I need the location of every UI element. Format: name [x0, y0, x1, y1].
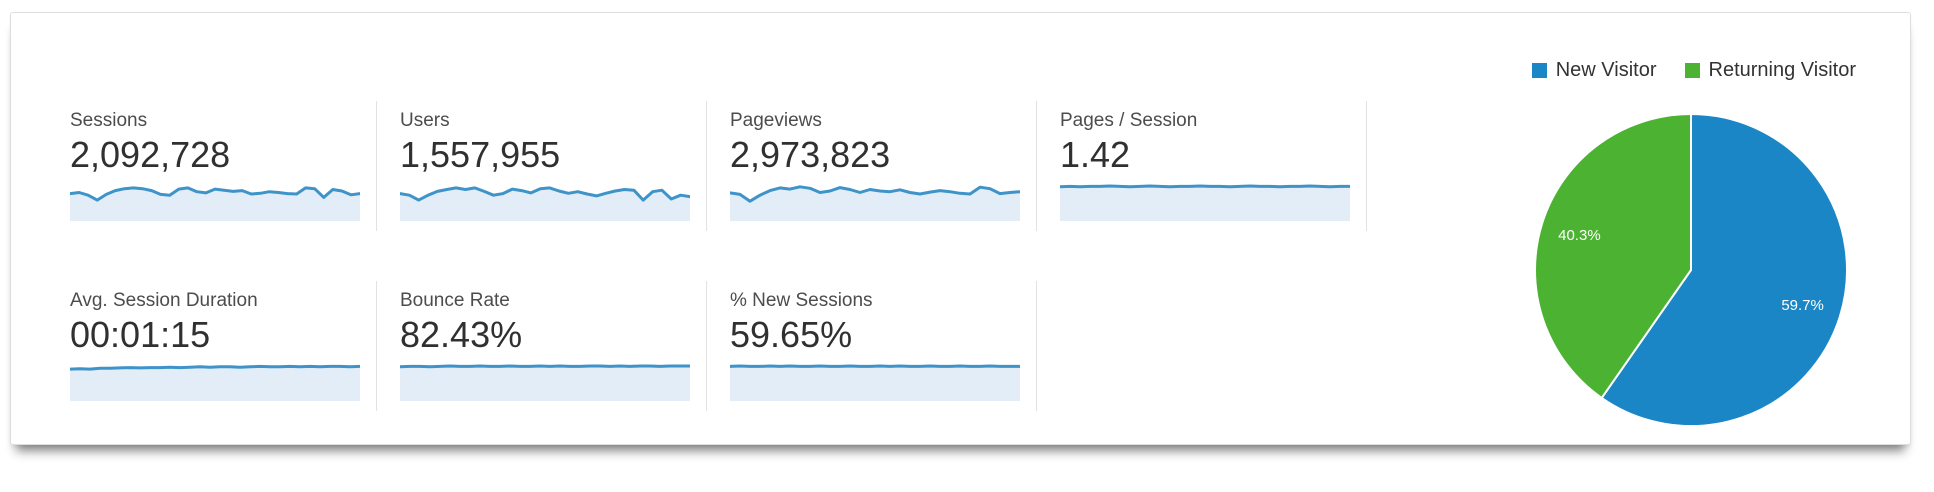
- empty-grid-cell: [1037, 281, 1367, 411]
- metric-card-users[interactable]: Users 1,557,955: [377, 101, 707, 231]
- metric-value: 82.43%: [400, 314, 523, 355]
- metric-label: Bounce Rate: [400, 290, 510, 311]
- metric-label: Pageviews: [730, 110, 822, 131]
- metric-card-avg-session-duration[interactable]: Avg. Session Duration 00:01:15: [47, 281, 377, 411]
- metric-card-pageviews[interactable]: Pageviews 2,973,823: [707, 101, 1037, 231]
- pages-per-session-sparkline-chart: [1060, 184, 1350, 221]
- metric-label: % New Sessions: [730, 290, 873, 311]
- metric-label: Pages / Session: [1060, 110, 1198, 131]
- bounce-rate-sparkline-chart: [400, 364, 690, 401]
- metric-card-bounce-rate[interactable]: Bounce Rate 82.43%: [377, 281, 707, 411]
- metric-value: 1.42: [1060, 134, 1131, 175]
- new-visitor-swatch-icon: [1531, 63, 1547, 78]
- pie-legend: New Visitor Returning Visitor: [1531, 59, 1856, 82]
- metric-value: 1,557,955: [400, 134, 561, 175]
- avg-session-duration-sparkline-chart: [70, 364, 360, 401]
- visitor-type-pie-chart[interactable]: 59.7% 40.3%: [1526, 105, 1856, 435]
- metric-label: Avg. Session Duration: [70, 290, 258, 311]
- pie-slice-returning-visitor[interactable]: [1534, 113, 1692, 399]
- legend-item-new-visitor[interactable]: New Visitor: [1531, 59, 1657, 82]
- metric-value: 59.65%: [730, 314, 853, 355]
- metric-value: 2,092,728: [70, 134, 231, 175]
- metric-value: 2,973,823: [730, 134, 891, 175]
- legend-item-returning-visitor[interactable]: Returning Visitor: [1684, 59, 1856, 82]
- metric-card-percent-new-sessions[interactable]: % New Sessions 59.65%: [707, 281, 1037, 411]
- metric-card-sessions[interactable]: Sessions 2,092,728: [47, 101, 377, 231]
- metric-label: Users: [400, 110, 450, 131]
- analytics-overview-panel: Sessions 2,092,728 Users 1,557,955 Pagev…: [10, 12, 1911, 445]
- pie-slice-label: 59.7%: [1781, 297, 1824, 314]
- pie-slice-label: 40.3%: [1558, 227, 1601, 244]
- pie-slice-new-visitor[interactable]: [1600, 113, 1848, 427]
- metric-label: Sessions: [70, 110, 148, 131]
- metric-value: 00:01:15: [70, 314, 211, 355]
- metrics-grid: Sessions 2,092,728 Users 1,557,955 Pagev…: [47, 101, 1367, 461]
- legend-label: Returning Visitor: [1708, 59, 1856, 81]
- pageviews-sparkline-chart: [730, 185, 1020, 221]
- users-sparkline-chart: [400, 186, 690, 221]
- sessions-sparkline-chart: [70, 186, 360, 221]
- metric-card-pages-per-session[interactable]: Pages / Session 1.42: [1037, 101, 1367, 231]
- legend-label: New Visitor: [1555, 59, 1657, 81]
- returning-visitor-swatch-icon: [1684, 63, 1700, 78]
- percent-new-sessions-sparkline-chart: [730, 364, 1020, 401]
